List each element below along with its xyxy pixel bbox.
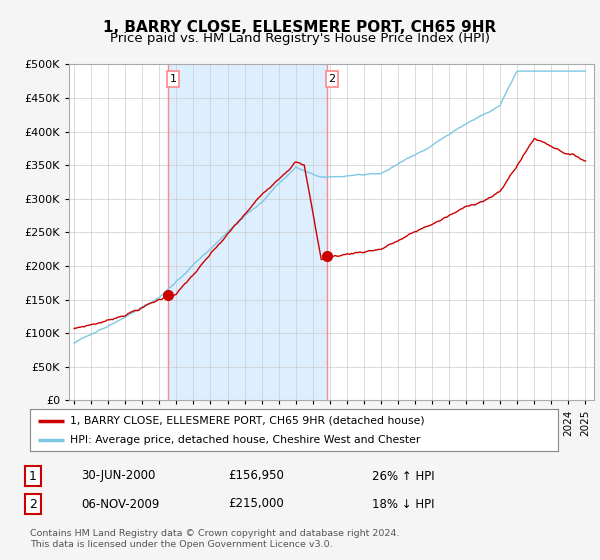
Text: £156,950: £156,950 xyxy=(228,469,284,483)
Bar xyxy=(168,64,327,400)
Text: 1: 1 xyxy=(29,469,37,483)
Text: 1, BARRY CLOSE, ELLESMERE PORT, CH65 9HR (detached house): 1, BARRY CLOSE, ELLESMERE PORT, CH65 9HR… xyxy=(70,416,424,426)
Text: 18% ↓ HPI: 18% ↓ HPI xyxy=(372,497,434,511)
Text: £215,000: £215,000 xyxy=(228,497,284,511)
Text: Price paid vs. HM Land Registry's House Price Index (HPI): Price paid vs. HM Land Registry's House … xyxy=(110,32,490,45)
Text: HPI: Average price, detached house, Cheshire West and Chester: HPI: Average price, detached house, Ches… xyxy=(70,435,420,445)
Text: 06-NOV-2009: 06-NOV-2009 xyxy=(81,497,160,511)
Text: 1: 1 xyxy=(169,74,176,84)
Text: 26% ↑ HPI: 26% ↑ HPI xyxy=(372,469,434,483)
Text: 2: 2 xyxy=(29,497,37,511)
Text: 30-JUN-2000: 30-JUN-2000 xyxy=(81,469,155,483)
Text: 2: 2 xyxy=(328,74,335,84)
Text: 1, BARRY CLOSE, ELLESMERE PORT, CH65 9HR: 1, BARRY CLOSE, ELLESMERE PORT, CH65 9HR xyxy=(103,20,497,35)
Text: Contains HM Land Registry data © Crown copyright and database right 2024.
This d: Contains HM Land Registry data © Crown c… xyxy=(30,529,400,549)
